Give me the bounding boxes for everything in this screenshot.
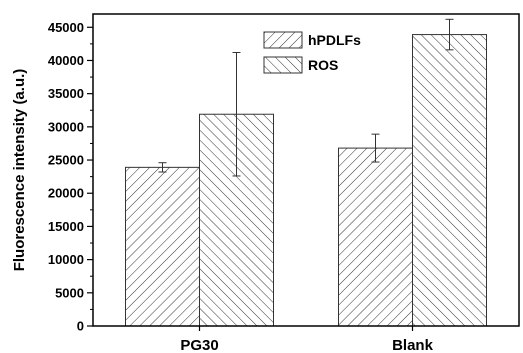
error-bars-layer xyxy=(158,18,454,177)
x-axis: PG30 Blank xyxy=(180,326,434,353)
y-tick-label: 15000 xyxy=(48,219,84,234)
legend-swatch-hpdlfs xyxy=(263,31,303,49)
y-tick-label: 5000 xyxy=(55,285,84,300)
legend-swatch-ros xyxy=(263,56,303,74)
legend-label-ros: ROS xyxy=(308,57,338,73)
y-tick-label: 25000 xyxy=(48,153,84,168)
bar-hpdlfs-pg30 xyxy=(125,166,200,327)
legend: hPDLFs ROS xyxy=(260,28,390,82)
y-tick-label: 0 xyxy=(77,319,84,334)
y-axis-title: Fluorescence intensity (a.u.) xyxy=(11,69,28,272)
bar-hpdlfs-blank xyxy=(338,147,413,327)
x-tick-label: Blank xyxy=(392,337,434,353)
y-tick-label: 10000 xyxy=(48,252,84,267)
legend-label-hpdlfs: hPDLFs xyxy=(308,32,361,48)
y-tick-label: 45000 xyxy=(48,20,84,35)
y-tick-label: 40000 xyxy=(48,53,84,68)
plot-frame xyxy=(92,13,520,327)
y-tick-label: 20000 xyxy=(48,186,84,201)
y-axis: 0 5000 10000 15000 20000 25000 30000 35000 40000… xyxy=(48,20,93,334)
bar-ros-blank xyxy=(412,34,487,327)
x-tick-label: PG30 xyxy=(180,337,218,353)
y-tick-label: 35000 xyxy=(48,86,84,101)
y-tick-label: 30000 xyxy=(48,119,84,134)
